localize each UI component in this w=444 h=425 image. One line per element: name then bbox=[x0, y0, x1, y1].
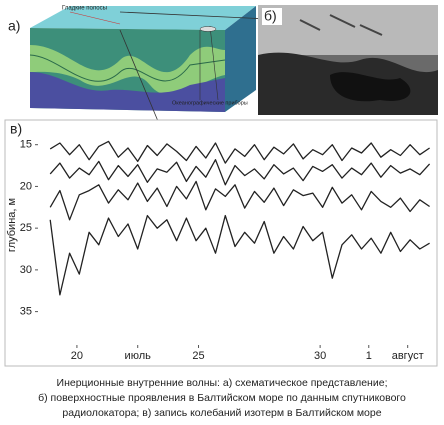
x-tick-label: 20 bbox=[71, 350, 83, 362]
y-tick-label: 30 bbox=[20, 264, 32, 276]
chart-frame bbox=[4, 119, 438, 367]
panel-label: а) bbox=[8, 18, 20, 34]
chart: 15 20 25 30 35 20 июль 25 30 1 август bbox=[20, 139, 431, 362]
isotherm-line bbox=[49, 159, 431, 186]
y-tick-label: 20 bbox=[20, 180, 32, 192]
x-tick-label: июль bbox=[125, 350, 152, 362]
caption: радиолокатора; в) запись колебаний изоте… bbox=[62, 407, 381, 419]
x-tick-label: 30 bbox=[314, 350, 326, 362]
schematic bbox=[29, 6, 291, 128]
radar-image bbox=[258, 5, 438, 115]
y-tick-label: 35 bbox=[20, 306, 32, 318]
isotherm-line bbox=[49, 214, 430, 296]
y-tick-label: 15 bbox=[20, 139, 32, 151]
diagram-label: Гладкие полосы bbox=[62, 6, 107, 12]
panel-label: б) bbox=[264, 8, 277, 24]
diagram-label: Океанографические приборы bbox=[172, 100, 248, 106]
isotherm-line bbox=[49, 140, 430, 164]
caption: Инерционные внутренние волны: а) схемати… bbox=[57, 377, 388, 389]
isotherm-line bbox=[49, 180, 430, 221]
x-tick-label: 1 bbox=[366, 350, 372, 362]
y-tick-label: 25 bbox=[20, 222, 32, 234]
panel-label: в) bbox=[10, 121, 22, 137]
x-tick-label: 25 bbox=[192, 350, 204, 362]
y-axis-label: глубина, м bbox=[6, 198, 18, 252]
x-tick-label: август bbox=[392, 350, 424, 362]
caption: б) поверхностные проявления в Балтийском… bbox=[38, 392, 406, 404]
